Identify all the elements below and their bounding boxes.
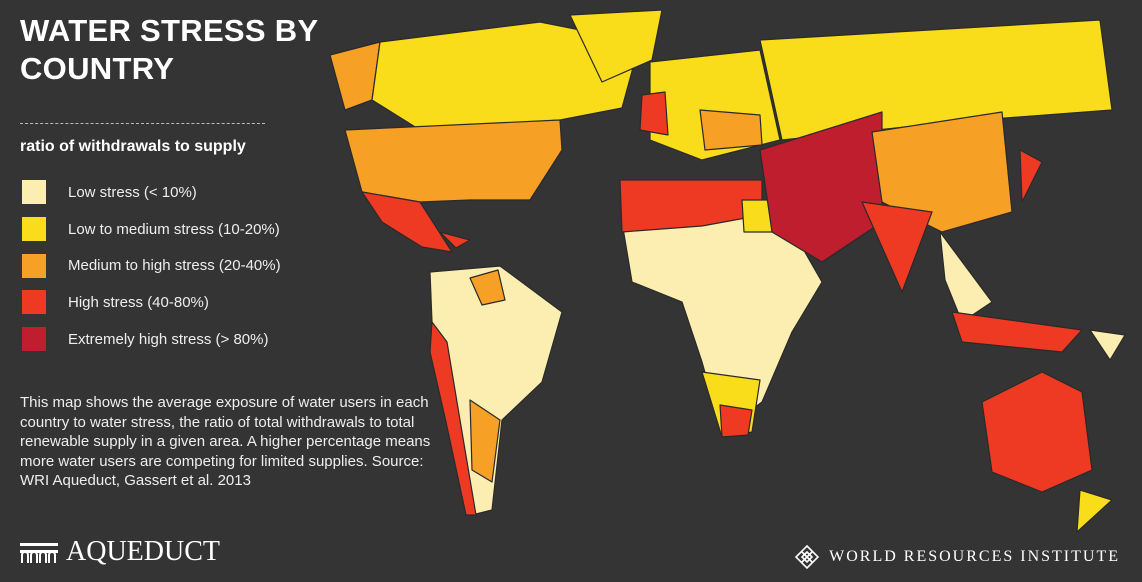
country-region [469, 399, 501, 483]
country-region [939, 231, 993, 323]
country-region [469, 269, 506, 306]
country-region [981, 371, 1093, 493]
legend-title: ratio of withdrawals to supply [20, 138, 246, 155]
legend-item: Extremely high stress (> 80%) [22, 321, 281, 358]
wri-text: WORLD RESOURCES INSTITUTE [829, 548, 1120, 565]
divider [20, 123, 265, 124]
country-region [639, 91, 669, 136]
country-region [371, 21, 641, 131]
legend-swatch [22, 180, 46, 205]
legend-label: High stress (40-80%) [68, 293, 209, 311]
aqueduct-text: AQUEDUCT [66, 536, 220, 567]
country-region [569, 9, 663, 83]
country-region [759, 19, 1113, 141]
country-region [951, 311, 1083, 353]
legend-label: Low stress (< 10%) [68, 183, 197, 201]
country-region [759, 111, 883, 263]
legend-swatch [22, 290, 46, 315]
legend-label: Extremely high stress (> 80%) [68, 330, 269, 348]
country-region [1089, 329, 1126, 361]
country-region [719, 404, 753, 438]
legend-swatch [22, 327, 46, 352]
title: WATER STRESS BY COUNTRY [20, 13, 318, 86]
country-region [439, 231, 471, 249]
country-region [429, 321, 477, 516]
legend: Low stress (< 10%) Low to medium stress (… [22, 174, 281, 357]
description: This map shows the average exposure of w… [20, 394, 431, 489]
wri-logo: WORLD RESOURCES INSTITUTE [795, 545, 1120, 569]
country-region [1076, 489, 1113, 533]
legend-swatch [22, 217, 46, 242]
country-region [1019, 149, 1043, 203]
legend-swatch [22, 253, 46, 278]
country-region [361, 191, 453, 253]
legend-item: Low to medium stress (10-20%) [22, 211, 281, 248]
country-region [861, 201, 933, 293]
legend-label: Low to medium stress (10-20%) [68, 220, 280, 238]
legend-item: Medium to high stress (20-40%) [22, 247, 281, 284]
wri-icon [795, 545, 820, 569]
legend-item: High stress (40-80%) [22, 284, 281, 321]
country-region [871, 111, 1013, 233]
legend-item: Low stress (< 10%) [22, 174, 281, 211]
legend-label: Medium to high stress (20-40%) [68, 257, 281, 275]
country-region [344, 119, 563, 203]
country-region [699, 109, 763, 151]
country-region [619, 179, 763, 233]
aqueduct-logo: AQUEDUCT [20, 536, 220, 568]
aqueduct-icon [20, 543, 58, 563]
